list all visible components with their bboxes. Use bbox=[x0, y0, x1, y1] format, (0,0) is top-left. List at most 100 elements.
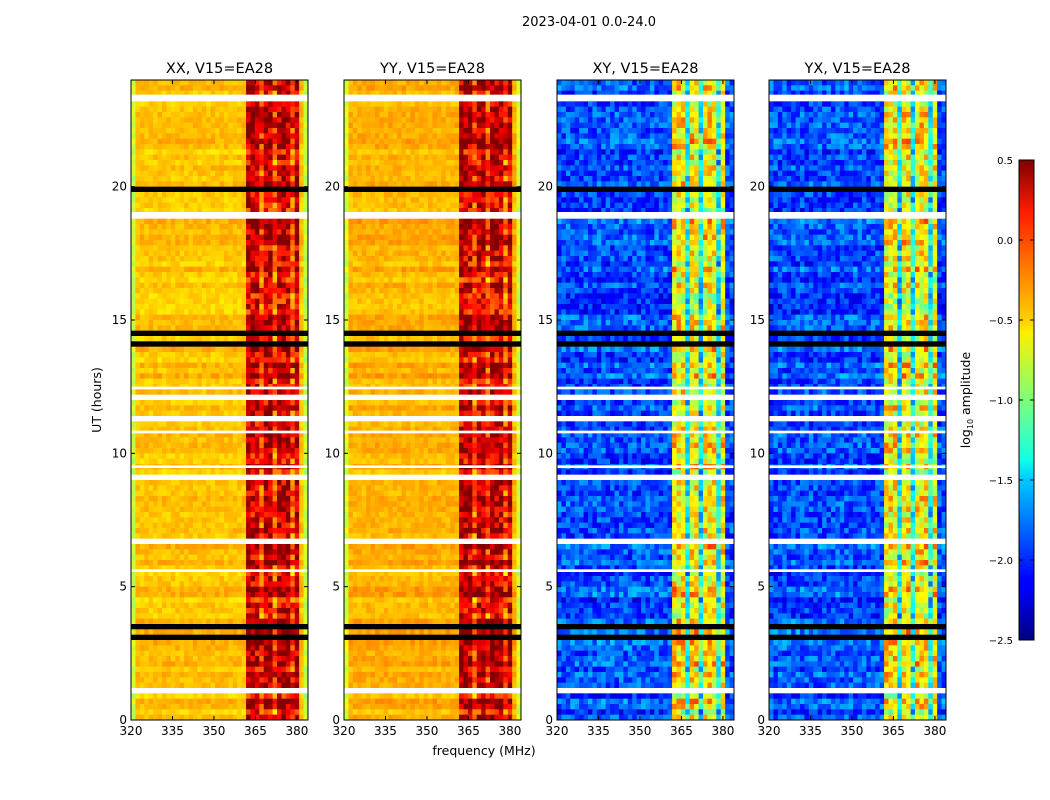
heatmap-cell bbox=[192, 128, 198, 134]
heatmap-cell bbox=[277, 170, 282, 177]
heatmap-cell bbox=[263, 533, 269, 540]
heatmap-cell bbox=[485, 90, 491, 97]
heatmap-cell bbox=[184, 496, 190, 502]
heatmap-cell bbox=[197, 453, 203, 460]
heatmap-cell bbox=[285, 256, 291, 262]
heatmap-cell bbox=[263, 608, 269, 614]
heatmap-cell bbox=[392, 85, 398, 92]
heatmap-cell bbox=[188, 266, 194, 273]
heatmap-cell bbox=[131, 661, 136, 668]
heatmap-cell bbox=[250, 144, 256, 150]
heatmap-cell bbox=[401, 90, 407, 97]
heatmap-cell bbox=[472, 117, 478, 124]
heatmap-cell bbox=[161, 250, 167, 257]
heatmap-cell bbox=[144, 496, 150, 502]
heatmap-cell bbox=[161, 229, 167, 236]
heatmap-cell bbox=[237, 261, 243, 268]
heatmap-cell bbox=[250, 608, 256, 614]
heatmap-cell bbox=[166, 666, 172, 673]
heatmap-cell bbox=[175, 400, 181, 406]
heatmap-cell bbox=[232, 704, 238, 710]
heatmap-cell bbox=[179, 490, 185, 497]
heatmap-cell bbox=[232, 650, 238, 657]
heatmap-cell bbox=[414, 144, 420, 150]
heatmap-cell bbox=[259, 533, 265, 540]
heatmap-cell bbox=[192, 576, 198, 582]
heatmap-cell bbox=[188, 544, 194, 550]
heatmap-cell bbox=[179, 154, 185, 161]
heatmap-cell bbox=[179, 544, 185, 550]
heatmap-cell bbox=[428, 117, 433, 124]
heatmap-cell bbox=[285, 138, 291, 145]
heatmap-cell bbox=[179, 426, 185, 433]
heatmap-cell bbox=[166, 533, 172, 540]
heatmap-cell bbox=[285, 106, 291, 113]
heatmap-cell bbox=[197, 149, 203, 156]
heatmap-cell bbox=[237, 277, 243, 284]
heatmap-cell bbox=[139, 570, 145, 577]
heatmap-cell bbox=[281, 608, 287, 614]
heatmap-cell bbox=[490, 106, 495, 113]
heatmap-cell bbox=[170, 432, 176, 438]
heatmap-cell bbox=[139, 698, 145, 705]
heatmap-cell bbox=[263, 517, 269, 524]
heatmap-cell bbox=[228, 448, 234, 454]
heatmap-cell bbox=[277, 506, 282, 513]
heatmap-cell bbox=[157, 181, 163, 188]
heatmap-cell bbox=[357, 128, 363, 134]
axes-frame bbox=[130, 79, 309, 721]
heatmap-cell bbox=[383, 80, 389, 86]
heatmap-cell bbox=[228, 554, 234, 561]
heatmap-cell bbox=[223, 245, 229, 252]
heatmap-cell bbox=[153, 565, 159, 572]
heatmap-cell bbox=[131, 442, 136, 449]
heatmap-cell bbox=[192, 421, 198, 428]
heatmap-cell bbox=[428, 138, 433, 145]
heatmap-cell bbox=[210, 149, 216, 156]
heatmap-cell bbox=[263, 506, 269, 513]
heatmap-cell bbox=[228, 202, 234, 209]
heatmap-cell bbox=[215, 704, 220, 710]
heatmap-cell bbox=[228, 362, 234, 369]
heatmap-cell bbox=[259, 288, 265, 294]
heatmap-cell bbox=[135, 277, 141, 284]
heatmap-cell bbox=[254, 522, 260, 529]
heatmap-cell bbox=[232, 437, 238, 444]
heatmap-cell bbox=[445, 144, 451, 150]
heatmap-cell bbox=[161, 90, 167, 97]
heatmap-cell bbox=[192, 197, 198, 204]
heatmap-cell bbox=[361, 85, 367, 92]
heatmap-cell bbox=[299, 709, 305, 716]
heatmap-cell bbox=[210, 501, 216, 508]
heatmap-cell bbox=[507, 117, 513, 124]
heatmap-cell bbox=[153, 90, 159, 97]
heatmap-cell bbox=[192, 144, 198, 150]
heatmap-cell bbox=[210, 250, 216, 257]
heatmap-cell bbox=[157, 234, 163, 241]
heatmap-cell bbox=[153, 496, 159, 502]
heatmap-cell bbox=[161, 357, 167, 364]
heatmap-cell bbox=[259, 602, 265, 609]
heatmap-cell bbox=[250, 554, 256, 561]
heatmap-cell bbox=[281, 261, 287, 268]
heatmap-cell bbox=[246, 320, 251, 326]
heatmap-cell bbox=[175, 90, 181, 97]
heatmap-cell bbox=[228, 570, 234, 577]
heatmap-cell bbox=[285, 501, 291, 508]
heatmap-cell bbox=[241, 432, 247, 438]
heatmap-cell bbox=[175, 357, 181, 364]
heatmap-cell bbox=[250, 80, 256, 86]
heatmap-cell bbox=[188, 133, 194, 140]
heatmap-cell bbox=[294, 602, 300, 609]
heatmap-cell bbox=[237, 581, 243, 588]
heatmap-cell bbox=[157, 453, 163, 460]
heatmap-cell bbox=[263, 714, 269, 720]
heatmap-cell bbox=[285, 250, 291, 257]
heatmap-cell bbox=[188, 565, 194, 572]
heatmap-cell bbox=[272, 426, 278, 433]
heatmap-cell bbox=[206, 400, 212, 406]
heatmap-cell bbox=[206, 240, 212, 246]
heatmap-cell bbox=[303, 256, 308, 262]
heatmap-cell bbox=[237, 613, 243, 620]
heatmap-cell bbox=[263, 234, 269, 241]
